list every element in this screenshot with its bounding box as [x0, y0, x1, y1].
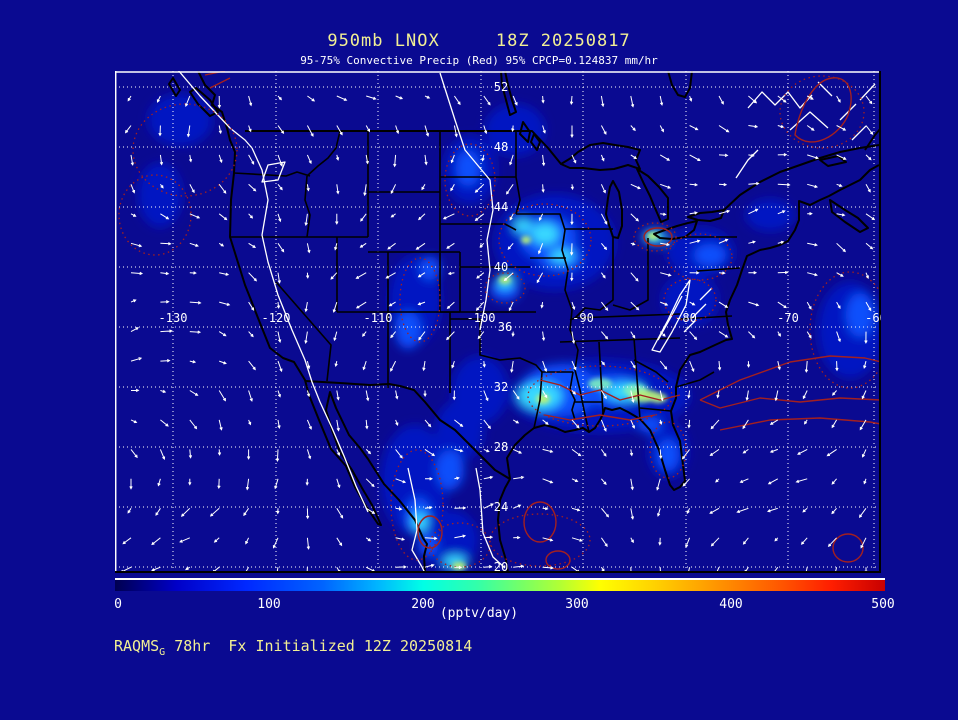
- lat-tick-36: 36: [497, 320, 513, 334]
- lon-tick--60: -60: [865, 311, 881, 325]
- lon-tick--70: -70: [777, 311, 799, 325]
- lnox-field-layer: [138, 94, 881, 570]
- plot-title: 950mb LNOX 18Z 20250817: [327, 31, 631, 51]
- colorbar-tick-400: 400: [719, 597, 743, 612]
- lat-tick-44: 44: [493, 200, 509, 214]
- lon-tick--80: -80: [675, 311, 697, 325]
- model-name: RAQMS: [114, 637, 160, 655]
- lat-tick-32: 32: [493, 380, 509, 394]
- lon-tick--90: -90: [572, 311, 594, 325]
- colorbar-units: (pptv/day): [439, 606, 519, 621]
- lon-tick--100: -100: [466, 311, 496, 325]
- lat-tick-28: 28: [493, 440, 509, 454]
- colorbar-tick-300: 300: [565, 597, 589, 612]
- white-contours-layer: [177, 71, 876, 573]
- colorbar-tick-0: 0: [114, 597, 122, 612]
- model-run-info: RAQMSG 78hr Fx Initialized 12Z 20250814: [114, 637, 472, 658]
- lon-tick--130: -130: [158, 311, 188, 325]
- state-borders-layer: [230, 130, 741, 433]
- lon-tick--110: -110: [363, 311, 393, 325]
- model-name-subscript: G: [159, 647, 166, 658]
- colorbar-tick-100: 100: [257, 597, 281, 612]
- lat-tick-48: 48: [493, 140, 509, 154]
- precip-contours-dotted-layer: [118, 75, 881, 568]
- model-run-details: 78hr Fx Initialized 12Z 20250814: [165, 637, 473, 655]
- colorbar: 0 100 200 300 400 500: [114, 578, 895, 612]
- map-plot-area: 52 48 44 40 36 32 28 24 20 -130 -120 -11…: [115, 71, 881, 573]
- map-frame: [115, 71, 881, 573]
- precip-contours-solid-layer: [204, 71, 881, 570]
- lat-tick-20: 20: [493, 560, 509, 573]
- lat-tick-52: 52: [493, 80, 509, 94]
- wind-vectors-layer: [120, 95, 876, 573]
- lat-tick-24: 24: [493, 500, 509, 514]
- colorbar-gradient: [115, 578, 885, 591]
- plot-subtitle: 95-75% Convective Precip (Red) 95% CPCP=…: [300, 54, 658, 67]
- colorbar-tick-200: 200: [411, 597, 435, 612]
- lat-tick-40: 40: [493, 260, 509, 274]
- colorbar-tick-500: 500: [871, 597, 895, 612]
- map-canvas: [115, 71, 881, 573]
- lon-tick--120: -120: [261, 311, 291, 325]
